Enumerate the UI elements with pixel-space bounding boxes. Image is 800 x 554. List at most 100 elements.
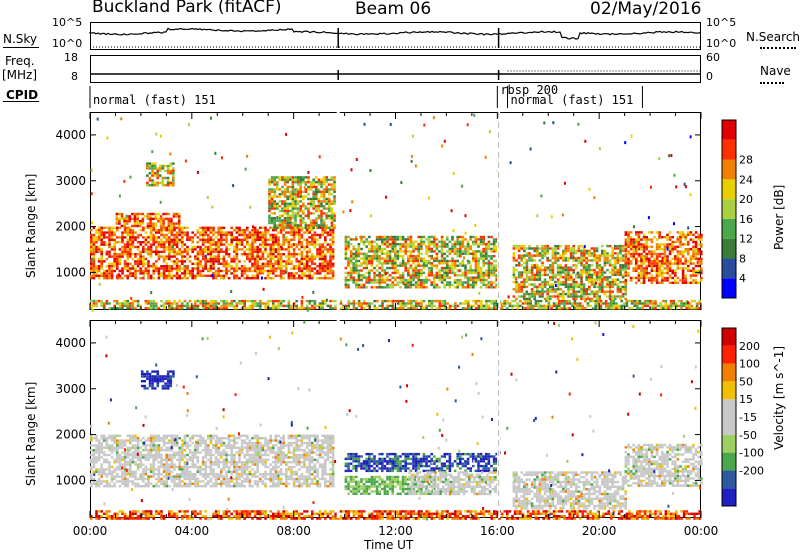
heatmap-cell — [396, 257, 400, 260]
heatmap-cell — [648, 264, 651, 268]
heatmap-cell — [407, 250, 410, 253]
heatmap-cell — [292, 267, 296, 270]
heatmap-cell — [273, 226, 276, 229]
heatmap-cell — [326, 243, 330, 246]
heatmap-cell — [261, 250, 265, 253]
heatmap-cell — [583, 245, 586, 249]
heatmap-cell — [283, 190, 287, 193]
heatmap-cell — [549, 264, 552, 267]
heatmap-cell — [370, 281, 374, 284]
heatmap-cell — [113, 304, 116, 308]
heatmap-cell — [365, 259, 368, 263]
heatmap-cell — [425, 278, 428, 282]
heatmap-cell — [92, 243, 96, 246]
heatmap-cell — [559, 280, 562, 284]
heatmap-cell — [322, 224, 326, 227]
heatmap-cell — [160, 265, 163, 268]
heatmap-cell — [648, 238, 651, 241]
heatmap-cell — [139, 255, 142, 258]
heatmap-cell — [331, 257, 335, 261]
heatmap-cell — [635, 281, 638, 284]
heatmap-cell — [324, 241, 327, 244]
heatmap-cell — [443, 243, 446, 246]
heatmap-cell — [238, 267, 241, 270]
heatmap-cell — [222, 255, 226, 258]
heatmap-cell — [147, 274, 150, 277]
heatmap-cell — [183, 250, 187, 253]
heatmap-cell — [118, 226, 122, 229]
heatmap-cell — [551, 285, 555, 289]
heatmap-cell — [157, 212, 160, 216]
heatmap-cell — [687, 281, 690, 284]
heatmap-cell — [352, 276, 355, 279]
heatmap-cell — [316, 265, 319, 268]
heatmap-cell — [329, 253, 332, 256]
heatmap-cell — [129, 307, 132, 310]
heatmap-cell — [281, 221, 284, 225]
heatmap-cell — [679, 260, 682, 263]
heatmap-cell — [311, 229, 314, 232]
heatmap-cell — [261, 238, 265, 241]
heatmap-cell — [126, 243, 129, 246]
heatmap-cell — [383, 281, 387, 284]
heatmap-cell — [264, 304, 267, 308]
heatmap-cell — [194, 274, 197, 277]
heatmap-cell — [209, 302, 213, 305]
heatmap-cell — [352, 266, 355, 270]
heatmap-cell — [299, 195, 302, 198]
heatmap-cell — [399, 255, 402, 258]
heatmap-cell — [277, 238, 280, 241]
heatmap-cell — [697, 264, 700, 268]
heatmap-cell — [116, 236, 119, 239]
heatmap-cell — [466, 259, 470, 263]
heatmap-cell — [640, 238, 643, 241]
heatmap-cell — [383, 274, 387, 277]
heatmap-cell — [146, 174, 149, 177]
heatmap-cell — [134, 238, 137, 241]
heatmap-cell — [616, 283, 620, 286]
heatmap-cell — [508, 304, 512, 308]
heatmap-cell — [469, 235, 472, 239]
heatmap-cell — [222, 304, 226, 308]
heatmap-cell — [563, 299, 566, 303]
heatmap-cell — [681, 250, 685, 253]
heatmap-cell — [658, 243, 661, 246]
heatmap-cell — [459, 255, 462, 258]
heatmap-cell — [162, 265, 166, 268]
heatmap-cell — [394, 259, 397, 263]
heatmap-cell — [492, 266, 496, 270]
heatmap-cell — [632, 250, 635, 253]
heatmap-cell — [268, 183, 271, 186]
heatmap-cell — [386, 255, 389, 258]
heatmap-cell — [694, 245, 698, 248]
heatmap-cell — [355, 286, 358, 289]
heatmap-cell — [230, 241, 233, 244]
heatmap-cell — [500, 304, 504, 308]
heatmap-cell — [551, 256, 555, 260]
heatmap-cell — [365, 262, 368, 265]
heatmap-cell — [420, 281, 423, 284]
heatmap-cell — [603, 285, 607, 289]
heatmap-cell — [172, 184, 175, 187]
heatmap-cell — [313, 255, 317, 258]
heatmap-cell — [299, 205, 302, 208]
heatmap-cell — [375, 286, 379, 289]
heatmap-cell — [572, 271, 575, 274]
heatmap-cell — [562, 271, 565, 274]
heatmap-cell — [330, 193, 334, 196]
heatmap-cell — [168, 277, 171, 280]
heatmap-cell — [303, 267, 306, 270]
heatmap-cell — [279, 269, 283, 273]
heatmap-cell — [479, 257, 483, 260]
heatmap-cell — [373, 304, 376, 308]
heatmap-cell — [235, 274, 239, 277]
heatmap-cell — [569, 292, 573, 296]
heatmap-cell — [464, 250, 467, 253]
heatmap-cell — [309, 226, 313, 229]
heatmap-cell — [281, 226, 284, 229]
heatmap-cell — [467, 302, 470, 305]
heatmap-cell — [640, 272, 643, 275]
heatmap-cell — [285, 241, 288, 244]
heatmap-cell — [585, 268, 588, 272]
heatmap-cell — [352, 269, 355, 272]
